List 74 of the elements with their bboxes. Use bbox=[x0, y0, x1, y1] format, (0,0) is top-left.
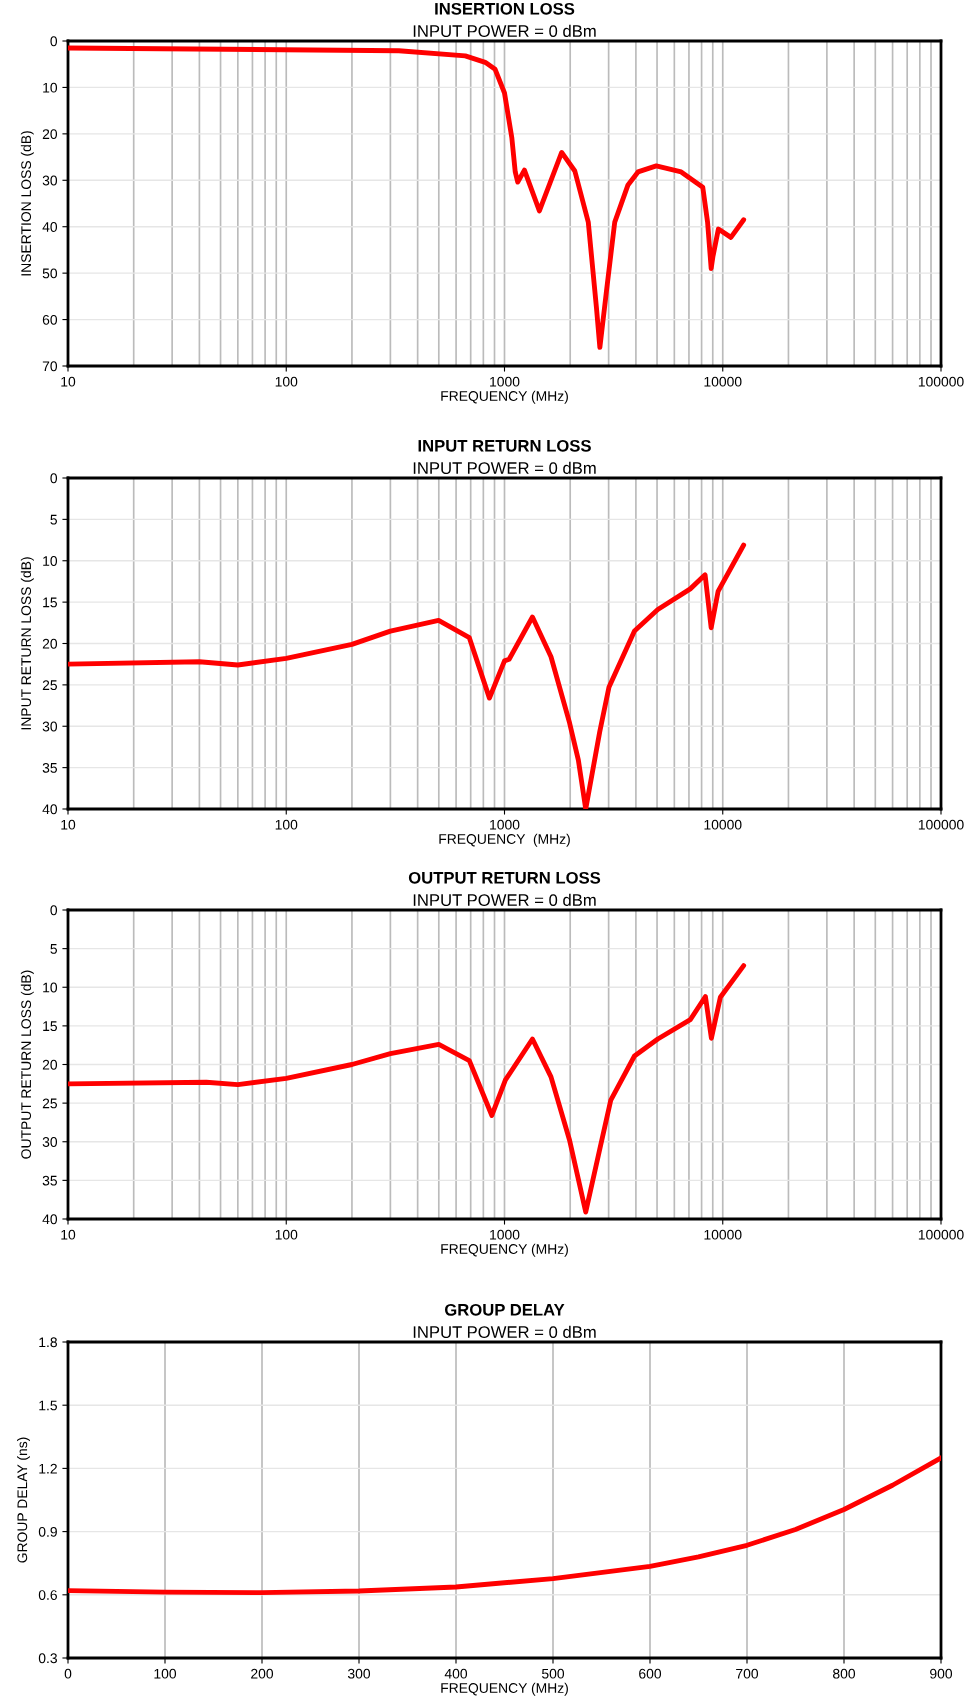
y-tick-label: 30 bbox=[42, 1137, 58, 1147]
y-tick-label: 5 bbox=[50, 944, 57, 954]
x-tick-label: 10 bbox=[61, 819, 76, 830]
x-tick-label: 900 bbox=[930, 1668, 953, 1679]
x-tick-label: 100 bbox=[154, 1668, 177, 1679]
x-tick-label: 400 bbox=[444, 1668, 468, 1679]
y-tick-label: 10 bbox=[43, 556, 58, 566]
x-tick-label: 100000 bbox=[918, 376, 964, 387]
y-tick-label: 35 bbox=[42, 762, 57, 773]
x-tick-label: 10000 bbox=[704, 1229, 742, 1240]
y-axis-title: INPUT RETURN LOSS (dB) bbox=[20, 557, 34, 730]
chart-subtitle: INPUT POWER = 0 dBm bbox=[413, 24, 596, 37]
y-tick-label: 60 bbox=[42, 314, 58, 325]
chart-title: INPUT RETURN LOSS bbox=[418, 439, 591, 452]
y-tick-label: 20 bbox=[42, 638, 58, 649]
y-tick-label: 40 bbox=[42, 1214, 58, 1225]
chart-subtitle: INPUT POWER = 0 dBm bbox=[413, 893, 596, 906]
y-tick-label: 10 bbox=[43, 982, 58, 993]
chart-title: OUTPUT RETURN LOSS bbox=[408, 871, 601, 884]
y-tick-label: 1.8 bbox=[39, 1337, 57, 1348]
x-tick-label: 10 bbox=[61, 376, 76, 387]
x-tick-label: 10 bbox=[61, 1229, 76, 1240]
y-axis-title: OUTPUT RETURN LOSS (dB) bbox=[20, 970, 34, 1159]
y-axis-title: INSERTION LOSS (dB) bbox=[20, 131, 34, 276]
y-tick-label: 0.9 bbox=[38, 1526, 57, 1537]
x-tick-label: 100000 bbox=[918, 819, 964, 830]
x-axis-title: FREQUENCY (MHz) bbox=[441, 1682, 568, 1696]
x-tick-label: 600 bbox=[639, 1668, 662, 1679]
x-tick-label: 200 bbox=[251, 1668, 274, 1679]
chart-subtitle: INPUT POWER = 0 dBm bbox=[413, 461, 596, 474]
y-tick-label: 1.2 bbox=[39, 1463, 57, 1474]
y-tick-label: 20 bbox=[42, 1059, 58, 1070]
x-tick-label: 1000 bbox=[490, 1229, 520, 1240]
y-tick-label: 35 bbox=[42, 1175, 57, 1186]
y-tick-label: 0 bbox=[50, 473, 58, 484]
y-tick-label: 15 bbox=[43, 1021, 57, 1032]
y-tick-label: 25 bbox=[42, 680, 57, 691]
y-tick-label: 70 bbox=[42, 361, 58, 372]
y-tick-label: 40 bbox=[42, 804, 58, 815]
x-tick-label: 10000 bbox=[704, 376, 742, 387]
y-axis-title: GROUP DELAY (ns) bbox=[17, 1437, 30, 1563]
x-tick-label: 500 bbox=[541, 1668, 565, 1679]
y-tick-label: 15 bbox=[43, 597, 57, 608]
y-tick-label: 0 bbox=[50, 905, 58, 916]
x-tick-label: 100 bbox=[275, 819, 298, 830]
x-axis-title: FREQUENCY (MHz) bbox=[439, 833, 570, 847]
x-tick-label: 300 bbox=[347, 1668, 371, 1679]
y-tick-label: 50 bbox=[42, 268, 58, 279]
chart-subtitle: INPUT POWER = 0 dBm bbox=[413, 1325, 596, 1338]
x-tick-label: 100 bbox=[275, 1229, 298, 1240]
x-tick-label: 1000 bbox=[490, 376, 520, 387]
y-tick-label: 5 bbox=[50, 514, 57, 525]
chart-title: GROUP DELAY bbox=[444, 1303, 565, 1316]
chart-title: INSERTION LOSS bbox=[435, 2, 575, 15]
y-tick-label: 0.6 bbox=[38, 1590, 57, 1600]
y-tick-label: 0.3 bbox=[38, 1653, 57, 1664]
y-tick-label: 25 bbox=[42, 1098, 57, 1109]
y-tick-label: 30 bbox=[42, 175, 58, 186]
x-axis-title: FREQUENCY (MHz) bbox=[441, 390, 568, 404]
line-series bbox=[68, 1455, 941, 1596]
x-tick-label: 700 bbox=[736, 1668, 759, 1679]
x-axis-title: FREQUENCY (MHz) bbox=[441, 1243, 568, 1257]
x-tick-label: 0 bbox=[64, 1668, 72, 1679]
x-tick-label: 800 bbox=[833, 1668, 856, 1679]
y-tick-label: 30 bbox=[42, 721, 58, 732]
y-tick-label: 1.5 bbox=[39, 1400, 57, 1411]
x-tick-label: 100 bbox=[275, 376, 298, 387]
y-tick-label: 10 bbox=[43, 82, 58, 93]
x-tick-label: 10000 bbox=[704, 819, 742, 830]
y-tick-label: 20 bbox=[42, 129, 58, 140]
x-tick-label: 100000 bbox=[918, 1229, 964, 1240]
y-tick-label: 0 bbox=[50, 36, 58, 47]
y-tick-label: 40 bbox=[42, 222, 58, 232]
x-tick-label: 1000 bbox=[490, 819, 520, 830]
